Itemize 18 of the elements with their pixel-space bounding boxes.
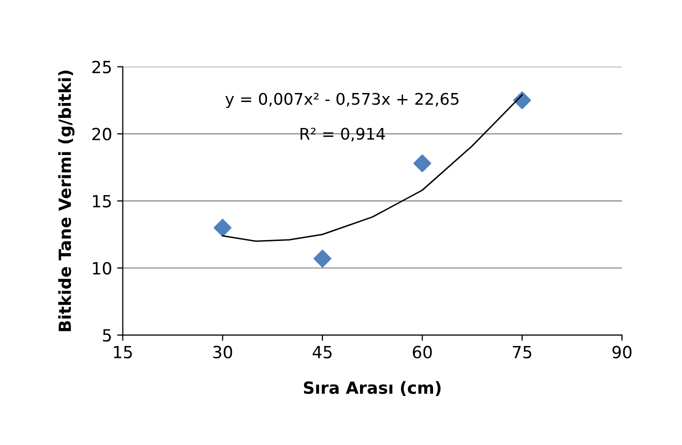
y-tick-label: 25 [92, 60, 111, 74]
x-tick-label: 90 [612, 346, 632, 358]
y-tick-label: 10 [92, 262, 112, 275]
annotation: y = 0,007x² - 0,573x + 22,65 [225, 92, 458, 108]
point [214, 218, 232, 237]
x-axis-title: Sıra Arası (cm) [304, 381, 441, 396]
y-tick-label: 5 [103, 329, 111, 342]
y-tick-label: 15 [92, 195, 111, 208]
y-tick-label: 20 [92, 128, 112, 140]
x-tick-label: 60 [412, 346, 432, 358]
x-tick-label: 75 [512, 346, 532, 358]
annotation: R² = 0,914 [300, 128, 385, 142]
x-tick-label: 15 [114, 346, 132, 358]
x-tick-label: 30 [213, 346, 232, 358]
point [314, 250, 332, 268]
y-axis-title: Bitkide Tane Verimi (g/bitki) [58, 70, 74, 332]
x-tick-label: 45 [312, 346, 332, 358]
point [413, 154, 432, 172]
